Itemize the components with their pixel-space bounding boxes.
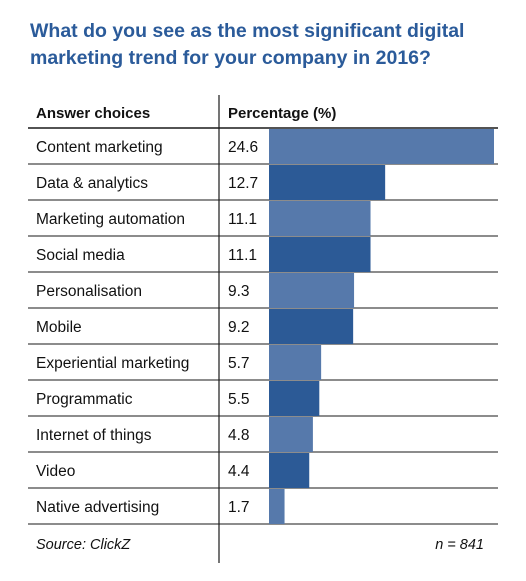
sample-size-note: n = 841 <box>435 537 484 553</box>
table-rows: Content marketing 24.6 Data & analytics 12.… <box>36 129 494 524</box>
category-label: Video <box>36 463 75 480</box>
category-label: Experiential marketing <box>36 355 189 372</box>
value-label: 9.2 <box>228 319 250 336</box>
category-label: Internet of things <box>36 427 152 444</box>
value-label: 9.3 <box>228 283 250 300</box>
bar <box>269 201 371 236</box>
value-label: 5.5 <box>228 391 250 408</box>
value-label: 11.1 <box>228 247 257 264</box>
value-label: 4.8 <box>228 427 250 444</box>
header-answer-choices: Answer choices <box>36 105 150 122</box>
category-label: Native advertising <box>36 499 159 516</box>
value-label: 12.7 <box>228 175 258 192</box>
bar <box>269 417 313 452</box>
table-rules <box>28 95 498 563</box>
chart-title-line-2: marketing trend for your company in 2016… <box>30 47 431 69</box>
bar <box>269 309 354 344</box>
bar <box>269 129 494 164</box>
bar <box>269 237 371 272</box>
chart-title: What do you see as the most significant … <box>30 18 510 72</box>
category-label: Marketing automation <box>36 211 185 228</box>
category-label: Data & analytics <box>36 175 148 192</box>
header-percentage: Percentage (%) <box>228 105 336 122</box>
category-label: Personalisation <box>36 283 142 300</box>
category-label: Content marketing <box>36 139 163 156</box>
category-label: Programmatic <box>36 391 133 408</box>
bar <box>269 165 386 200</box>
bar <box>269 273 355 308</box>
bar <box>269 381 320 416</box>
bar <box>269 453 310 488</box>
category-label: Mobile <box>36 319 82 336</box>
chart-title-line-1: What do you see as the most significant … <box>30 20 465 42</box>
value-label: 4.4 <box>228 463 250 480</box>
bar <box>269 489 285 524</box>
category-label: Social media <box>36 247 125 264</box>
value-label: 1.7 <box>228 499 250 516</box>
value-label: 11.1 <box>228 211 257 228</box>
source-note: Source: ClickZ <box>36 537 131 553</box>
value-label: 5.7 <box>228 355 250 372</box>
bar <box>269 345 322 380</box>
value-label: 24.6 <box>228 139 258 156</box>
